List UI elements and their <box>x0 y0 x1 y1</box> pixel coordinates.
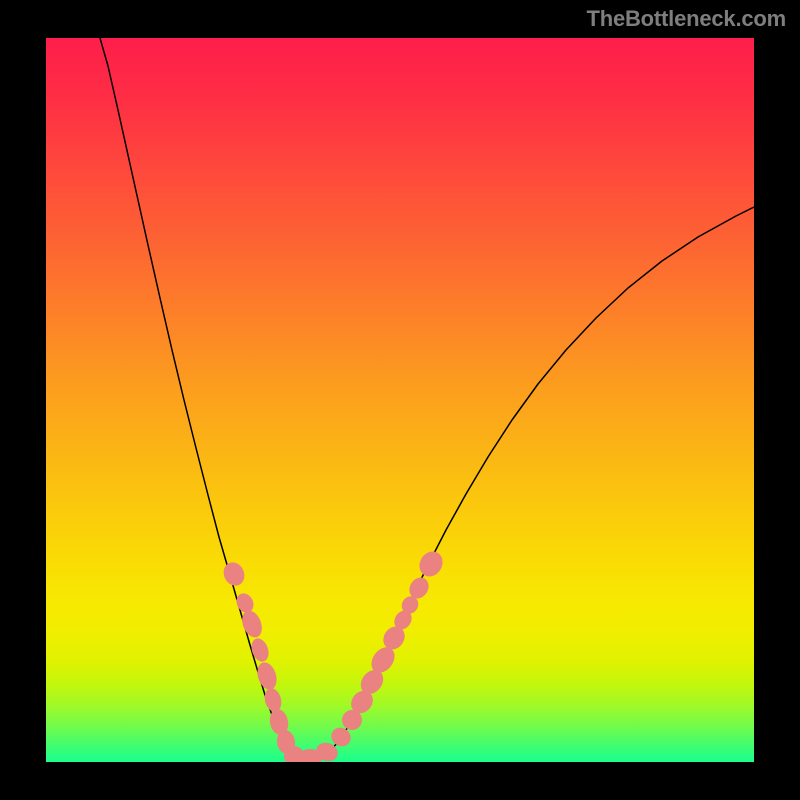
plot-svg <box>0 0 800 800</box>
watermark-text: TheBottleneck.com <box>586 6 786 32</box>
gradient-background <box>46 38 754 762</box>
chart-canvas: TheBottleneck.com <box>0 0 800 800</box>
